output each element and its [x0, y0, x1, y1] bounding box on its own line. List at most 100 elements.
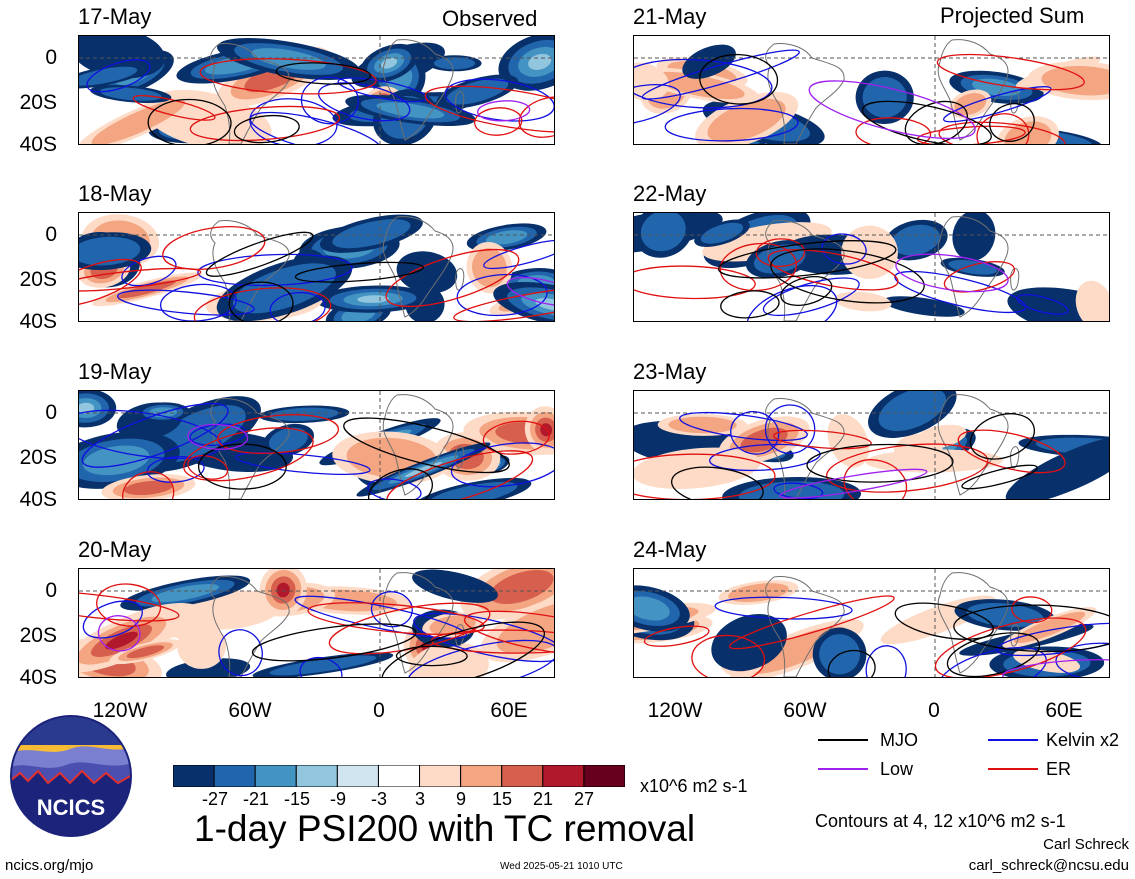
panel-title-22-may: 22-May	[633, 181, 707, 206]
negative-anomaly-shading	[891, 224, 940, 256]
low-contour	[506, 277, 554, 307]
map-panel-22-may	[633, 212, 1110, 322]
er-contour	[122, 471, 175, 499]
negative-anomaly-shading	[1005, 435, 1109, 499]
kelvin-contour	[730, 411, 780, 455]
kelvin-contour	[664, 107, 799, 142]
mjo-contour	[717, 240, 897, 279]
legend-label-kelvin: Kelvin x2	[1046, 730, 1120, 750]
kelvin-contour	[235, 451, 371, 476]
colorbar	[172, 764, 626, 788]
kelvin-contour	[81, 402, 229, 468]
mjo-contour	[294, 261, 424, 283]
negative-anomaly-shading	[1007, 287, 1109, 321]
south-america-outline	[210, 43, 290, 144]
er-contour	[473, 107, 523, 136]
mjo-contour	[343, 417, 510, 474]
panel-title-18-may: 18-May	[78, 181, 152, 206]
negative-anomaly-shading	[634, 596, 670, 621]
er-contour	[767, 249, 899, 291]
er-contour	[634, 453, 776, 499]
mjo-contour	[861, 100, 992, 144]
positive-anomaly-shading	[472, 248, 507, 288]
africa-outline	[382, 216, 454, 318]
mjo-contour	[699, 53, 779, 105]
mjo-contour	[233, 114, 300, 144]
kelvin-contour	[865, 645, 907, 677]
er-contour	[189, 105, 341, 142]
figure-title: 1-day PSI200 with TC removal	[194, 808, 696, 849]
mjo-contour	[275, 62, 372, 85]
colorbar-swatch	[172, 764, 215, 788]
kelvin-contour	[764, 404, 816, 455]
negative-anomaly-shading	[446, 78, 509, 105]
madagascar-outline	[1010, 624, 1020, 647]
mjo-contour	[395, 645, 468, 667]
negative-anomaly-shading	[99, 87, 162, 101]
negative-anomaly-shading	[79, 66, 138, 86]
low-contour	[808, 80, 976, 140]
kelvin-contour	[218, 629, 263, 677]
kelvin-contour	[821, 233, 867, 265]
mjo-contour	[205, 231, 314, 277]
madagascar-outline	[455, 624, 465, 647]
er-contour	[79, 267, 202, 292]
kelvin-contour	[679, 411, 808, 442]
er-contour	[79, 590, 180, 622]
colorbar-units: x10^6 m2 s-1	[640, 776, 748, 796]
kelvin-contour	[1055, 642, 1109, 677]
positive-anomaly-shading	[652, 71, 745, 100]
lon-label-120w: 120W	[647, 699, 703, 722]
negative-anomaly-shading	[882, 296, 965, 317]
kelvin-contour	[450, 442, 554, 488]
negative-anomaly-shading	[862, 76, 907, 118]
south-america-outline	[765, 576, 845, 677]
kelvin-contour	[367, 478, 422, 499]
kelvin-contour	[300, 76, 359, 125]
positive-anomaly-shading	[913, 424, 967, 449]
mjo-contour	[969, 413, 1035, 460]
negative-anomaly-shading	[952, 213, 996, 261]
colorbar-label: 3	[414, 789, 425, 809]
kelvin-contour	[269, 291, 326, 321]
er-contour	[482, 420, 550, 455]
negative-anomaly-shading	[332, 219, 411, 249]
ncics-logo: NCICS	[10, 715, 132, 837]
lat-label-40s: 40S	[19, 488, 57, 511]
er-contour	[691, 634, 766, 677]
low-contour	[895, 253, 1009, 293]
er-contour	[307, 602, 485, 635]
colorbar-label: -21	[242, 789, 269, 809]
map-panel-17-may	[78, 35, 555, 145]
positive-anomaly-shading	[118, 280, 176, 299]
negative-anomaly-shading	[357, 295, 389, 303]
er-contour	[719, 242, 797, 292]
low-contour	[1001, 659, 1109, 677]
lon-label-0: 0	[928, 699, 940, 722]
er-contour	[79, 258, 142, 307]
kelvin-contour	[937, 647, 1047, 677]
er-contour	[424, 85, 554, 133]
kelvin-contour	[337, 77, 428, 103]
contours-note: Contours at 4, 12 x10^6 m2 s-1	[815, 811, 1066, 831]
mjo-contour	[827, 649, 876, 677]
lat-label-0: 0	[45, 579, 57, 602]
colorbar-swatch	[254, 764, 297, 788]
positive-anomaly-shading	[177, 623, 227, 669]
negative-anomaly-shading	[268, 427, 308, 453]
madagascar-outline	[1010, 446, 1020, 469]
website-link: ncics.org/mjo	[5, 857, 94, 874]
column-label-projected-sum: Projected Sum	[940, 3, 1085, 28]
negative-anomaly-shading	[433, 57, 476, 70]
lat-label-20s: 20S	[19, 446, 57, 469]
lat-label-0: 0	[45, 46, 57, 69]
kelvin-contour	[116, 289, 255, 316]
column-label-observed: Observed	[442, 6, 538, 31]
positive-anomaly-shading	[841, 225, 898, 280]
legend-line-low	[818, 768, 868, 770]
positive-anomaly-shading	[409, 642, 489, 677]
colorbar-label: -9	[329, 789, 346, 809]
legend-line-mjo	[818, 739, 868, 741]
er-contour	[518, 96, 554, 138]
africa-outline	[937, 572, 1009, 674]
